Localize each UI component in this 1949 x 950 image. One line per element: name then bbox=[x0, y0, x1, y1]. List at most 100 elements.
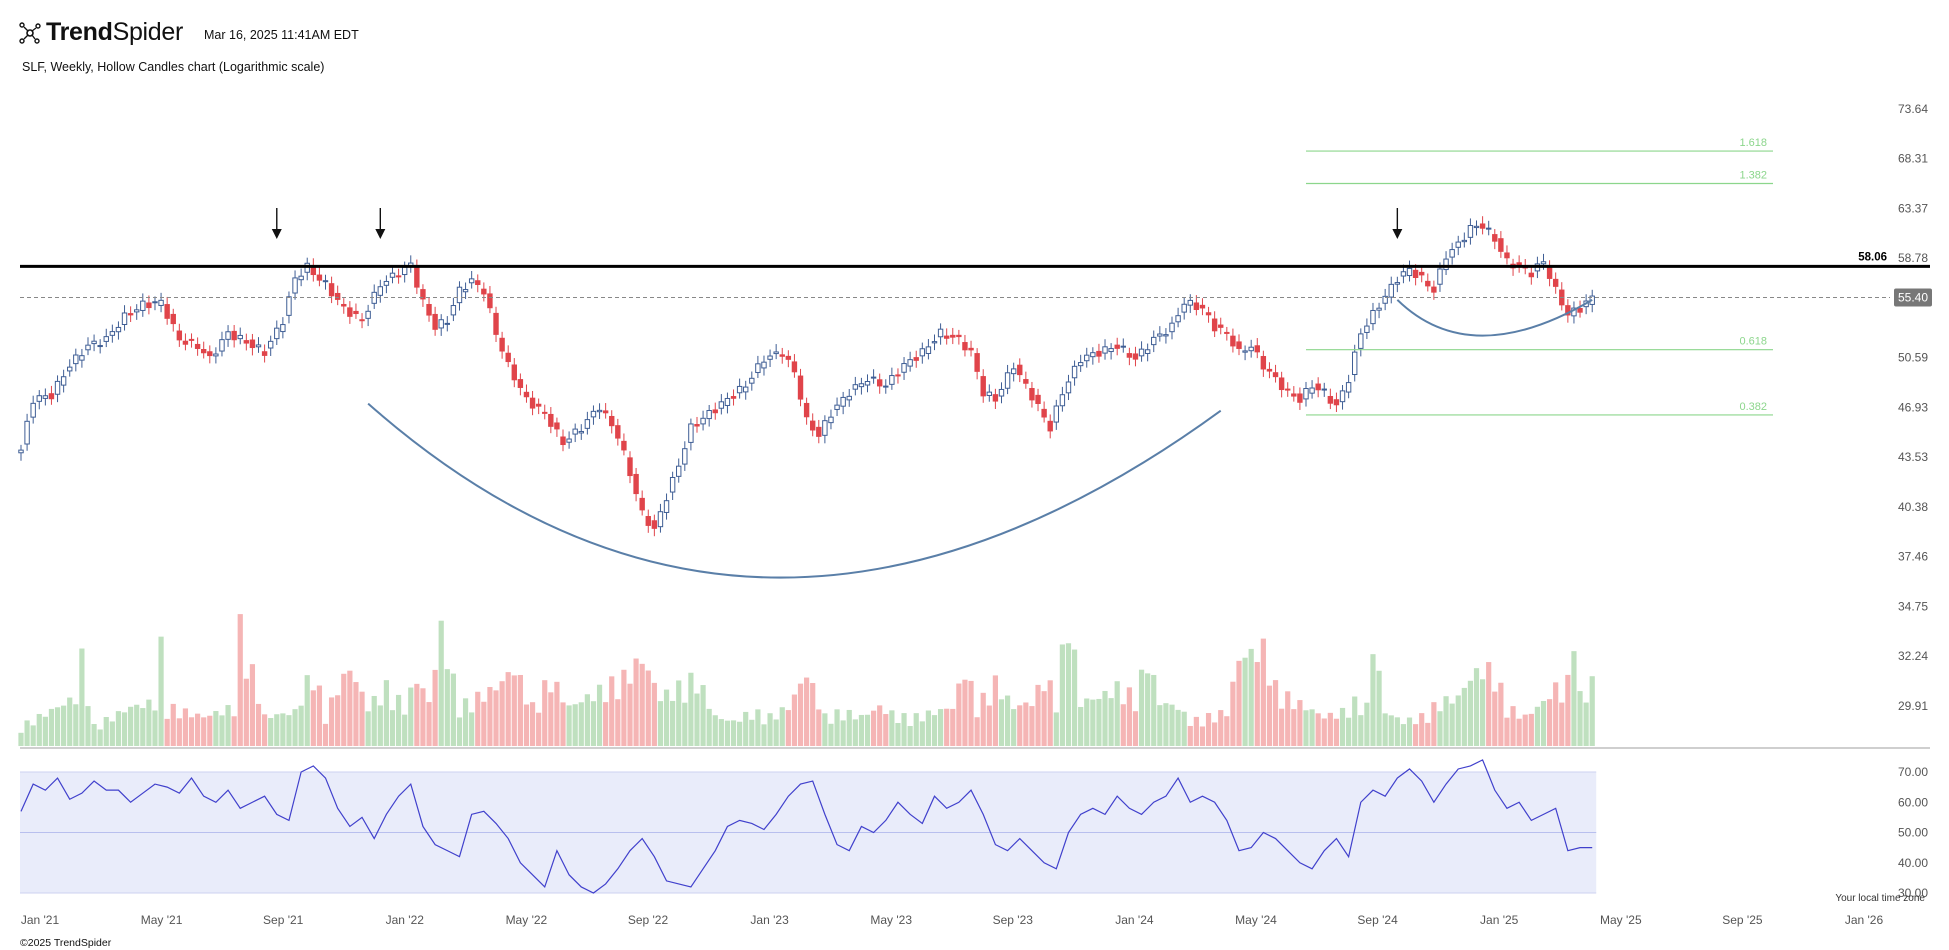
candle-body bbox=[109, 331, 116, 336]
volume-bar bbox=[883, 714, 889, 746]
candle-body bbox=[286, 296, 292, 316]
volume-bar bbox=[1498, 682, 1504, 746]
candle-body bbox=[1187, 299, 1193, 306]
volume-bar bbox=[1321, 718, 1327, 746]
volume-bar bbox=[791, 694, 798, 746]
rsi-line bbox=[20, 759, 1593, 894]
volume-bar bbox=[718, 719, 724, 746]
volume-bar bbox=[1193, 716, 1199, 746]
volume-bar bbox=[1047, 680, 1053, 746]
candle-body bbox=[1412, 269, 1419, 279]
volume-bar bbox=[73, 704, 79, 746]
volume-bar bbox=[1333, 718, 1340, 746]
time-tick-label: Jan '21 bbox=[21, 913, 60, 927]
candle-body bbox=[1540, 261, 1547, 265]
brand-name: TrendSpider bbox=[46, 18, 184, 46]
candle-body bbox=[146, 302, 152, 309]
volume-bar bbox=[816, 709, 822, 746]
candle-body bbox=[870, 376, 877, 379]
volume-bar bbox=[785, 710, 791, 746]
volume-bar bbox=[846, 709, 852, 746]
candle-body bbox=[414, 266, 420, 288]
volume-bar bbox=[1272, 680, 1279, 746]
volume-bar bbox=[864, 714, 871, 746]
volume-bar bbox=[359, 691, 365, 746]
candle-body bbox=[487, 293, 493, 309]
price-tick-label: 50.59 bbox=[1898, 351, 1928, 365]
candle-body bbox=[1394, 282, 1401, 285]
volume-bar bbox=[986, 705, 992, 746]
volume-bar bbox=[365, 711, 371, 746]
volume-bar bbox=[1078, 706, 1084, 746]
volume-bar bbox=[676, 680, 682, 746]
price-tick-label: 32.24 bbox=[1898, 649, 1928, 663]
volume-bar bbox=[1254, 662, 1260, 746]
candle-body bbox=[864, 380, 871, 386]
candle-body bbox=[761, 361, 767, 369]
candle-body bbox=[341, 303, 347, 307]
volume-bar bbox=[663, 689, 670, 746]
volume-bar bbox=[262, 714, 268, 746]
candle-body bbox=[194, 343, 201, 349]
candle-body bbox=[578, 430, 584, 434]
candle-body bbox=[1473, 225, 1480, 229]
candle-body bbox=[1449, 249, 1455, 258]
candle-body bbox=[1297, 393, 1303, 403]
candle-body bbox=[1218, 324, 1224, 328]
time-tick-label: Sep '23 bbox=[993, 913, 1034, 927]
volume-bar bbox=[584, 694, 590, 746]
candle-body bbox=[1352, 351, 1358, 376]
candle-body bbox=[1065, 381, 1072, 394]
candle-body bbox=[682, 448, 688, 465]
time-tick-label: Jan '26 bbox=[1845, 913, 1884, 927]
candle-body bbox=[1090, 352, 1096, 358]
volume-bar bbox=[1236, 660, 1242, 746]
volume-bar bbox=[1224, 716, 1230, 746]
volume-bar bbox=[974, 717, 980, 746]
volume-bar bbox=[1199, 726, 1206, 746]
candle-body bbox=[1339, 390, 1346, 403]
candle-body bbox=[974, 353, 980, 372]
volume-bar bbox=[420, 688, 426, 746]
volume-bar bbox=[1163, 703, 1169, 746]
volume-bar bbox=[700, 685, 706, 746]
candle-body bbox=[505, 352, 511, 363]
candle-body bbox=[24, 420, 30, 445]
volume-bar bbox=[956, 683, 962, 746]
candle-body bbox=[79, 355, 85, 361]
volume-bar bbox=[1023, 702, 1029, 746]
volume-bar bbox=[670, 700, 676, 746]
fib-label: 0.382 bbox=[1739, 401, 1767, 413]
volume-bar bbox=[1035, 684, 1041, 746]
candle-body bbox=[359, 319, 365, 322]
volume-bar bbox=[462, 698, 469, 746]
volume-bar bbox=[566, 705, 572, 746]
price-tick-label: 73.64 bbox=[1898, 102, 1928, 116]
candle-body bbox=[261, 351, 268, 356]
volume-bar bbox=[688, 672, 694, 746]
base-curve-short-base bbox=[1396, 299, 1593, 337]
volume-bar bbox=[61, 705, 67, 746]
candle-body bbox=[426, 304, 432, 316]
volume-bar bbox=[225, 705, 231, 746]
volume-bar bbox=[426, 702, 432, 746]
candle-body bbox=[73, 354, 79, 365]
volume-bar bbox=[292, 709, 298, 746]
candle-body bbox=[645, 516, 651, 526]
volume-bar bbox=[925, 710, 932, 746]
candle-body bbox=[255, 344, 262, 348]
candle-body bbox=[657, 511, 664, 528]
volume-bar bbox=[627, 683, 633, 746]
candle-body bbox=[67, 366, 73, 372]
volume-bar bbox=[1126, 687, 1132, 746]
candle-body bbox=[1017, 364, 1023, 376]
candle-body bbox=[663, 500, 670, 513]
volume-bar bbox=[328, 697, 335, 746]
volume-bar bbox=[858, 714, 865, 746]
candle-body bbox=[937, 328, 944, 338]
candle-body bbox=[1260, 356, 1267, 370]
volume-bar bbox=[755, 709, 761, 746]
volume-bar bbox=[1480, 679, 1486, 746]
volume-bar bbox=[1205, 713, 1212, 746]
